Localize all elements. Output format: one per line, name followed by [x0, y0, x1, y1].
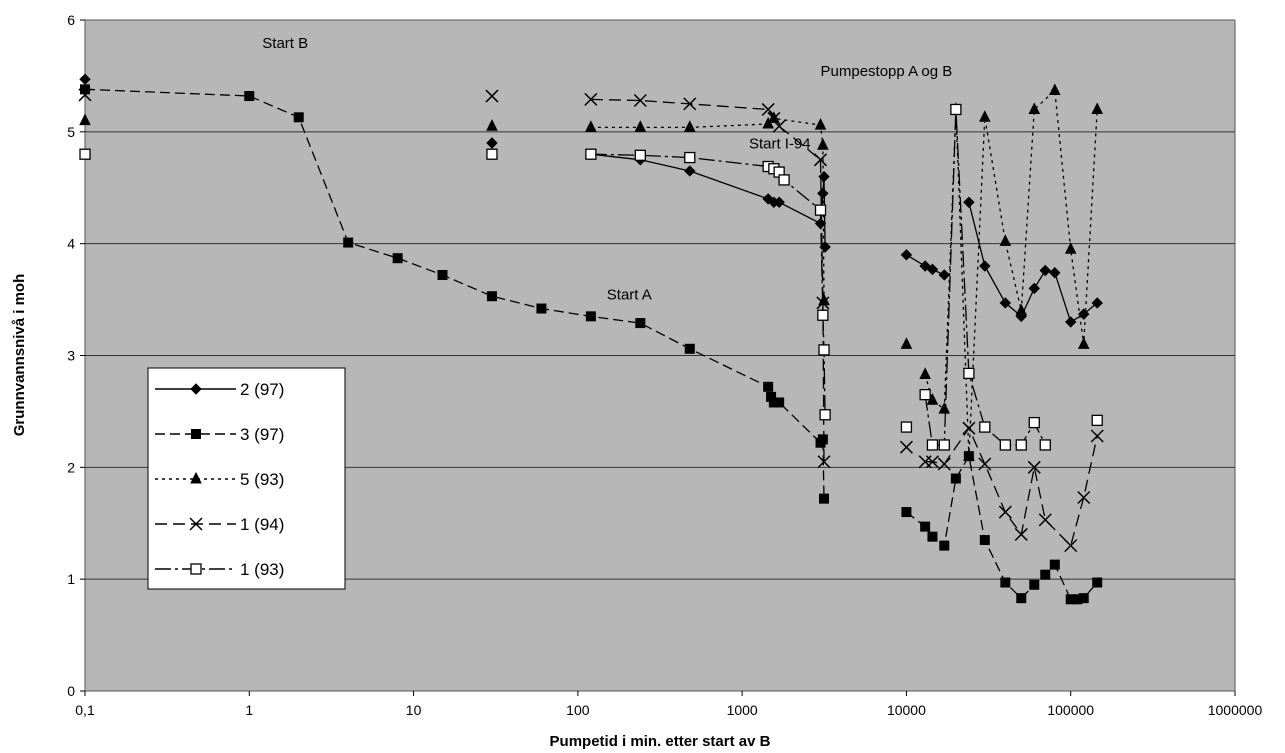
annotation: Start B [262, 35, 308, 52]
data-point [779, 175, 789, 185]
y-tick-label: 6 [67, 12, 75, 28]
x-tick-label: 1000000 [1208, 702, 1263, 718]
annotation: Pumpestopp A og B [821, 63, 953, 80]
y-tick-label: 5 [67, 124, 75, 140]
data-point [980, 536, 989, 545]
y-axis-ticks: 0 1 2 3 4 5 6 [67, 12, 85, 699]
data-point [636, 319, 645, 328]
data-point [764, 382, 773, 391]
x-axis-ticks: 0,1 1 10 100 1000 10000 100000 1000000 [75, 691, 1262, 718]
data-point [487, 292, 496, 301]
data-point [816, 205, 826, 215]
data-point [245, 92, 254, 101]
data-point [537, 304, 546, 313]
legend-marker [191, 564, 201, 574]
data-point [586, 149, 596, 159]
x-tick-label: 100000 [1047, 702, 1094, 718]
x-tick-label: 1 [245, 702, 253, 718]
x-tick-label: 10000 [887, 702, 926, 718]
data-point [487, 149, 497, 159]
data-point [818, 310, 828, 320]
x-axis-title: Pumpetid i min. etter start av B [550, 733, 771, 750]
data-point [921, 522, 930, 531]
data-point [635, 150, 645, 160]
x-tick-label: 100 [566, 702, 590, 718]
data-point [393, 254, 402, 263]
data-point [685, 344, 694, 353]
x-tick-label: 0,1 [75, 702, 95, 718]
data-point [902, 508, 911, 517]
data-point [1041, 570, 1050, 579]
legend-marker [192, 430, 201, 439]
legend-label: 3 (97) [240, 425, 284, 444]
data-point [775, 398, 784, 407]
x-tick-label: 10 [406, 702, 422, 718]
data-point [951, 474, 960, 483]
y-tick-label: 4 [67, 236, 75, 252]
legend-label: 2 (97) [240, 380, 284, 399]
data-point [1092, 415, 1102, 425]
data-point [1001, 578, 1010, 587]
data-point [1017, 594, 1026, 603]
data-point [820, 410, 830, 420]
annotation: Start I-94 [749, 136, 811, 153]
legend-label: 1 (93) [240, 560, 284, 579]
data-point [80, 149, 90, 159]
data-point [1093, 578, 1102, 587]
data-point [1029, 418, 1039, 428]
data-point [964, 368, 974, 378]
data-point [951, 104, 961, 114]
data-point [294, 113, 303, 122]
data-point [980, 422, 990, 432]
data-point [1000, 440, 1010, 450]
legend-label: 5 (93) [240, 470, 284, 489]
data-point [901, 422, 911, 432]
data-point [1016, 440, 1026, 450]
data-point [940, 541, 949, 550]
data-point [685, 153, 695, 163]
x-tick-label: 1000 [727, 702, 758, 718]
legend-label: 1 (94) [240, 515, 284, 534]
data-point [820, 494, 829, 503]
legend: 2 (97) 3 (97) 5 (93) 1 (94) 1 (93) [148, 368, 345, 589]
data-point [818, 435, 827, 444]
data-point [939, 440, 949, 450]
data-point [920, 390, 930, 400]
data-point [344, 238, 353, 247]
data-point [1050, 560, 1059, 569]
data-point [927, 440, 937, 450]
data-point [586, 312, 595, 321]
y-tick-label: 0 [67, 683, 75, 699]
data-point [1030, 580, 1039, 589]
data-point [1079, 594, 1088, 603]
data-point [928, 532, 937, 541]
data-point [1040, 440, 1050, 450]
y-tick-label: 1 [67, 571, 75, 587]
y-tick-label: 2 [67, 459, 75, 475]
data-point [438, 270, 447, 279]
y-tick-label: 3 [67, 348, 75, 364]
y-axis-title: Grunnvannsnivå i moh [11, 274, 28, 437]
data-point [819, 345, 829, 355]
annotation: Start A [607, 287, 652, 304]
